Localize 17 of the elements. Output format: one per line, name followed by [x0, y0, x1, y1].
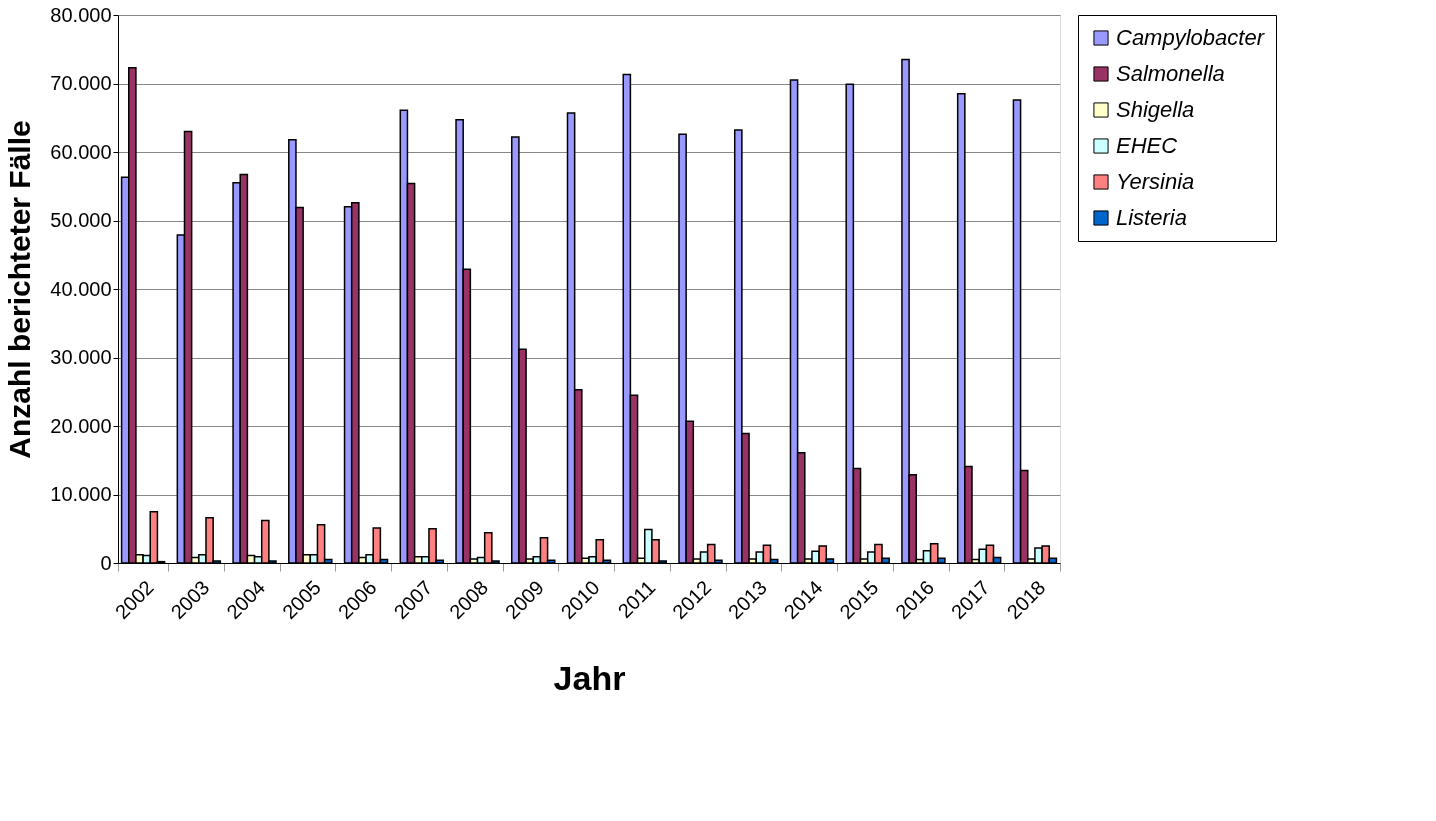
y-tick-label: 40.000 — [50, 277, 112, 300]
y-tick-label: 10.000 — [50, 483, 112, 505]
y-tick-label: 70.000 — [50, 72, 112, 94]
y-tick-label: 50.000 — [50, 209, 112, 231]
y-axis-title: Anzahl berichteter Fälle — [3, 120, 37, 459]
legend-label: Yersinia — [1116, 169, 1195, 194]
y-tick-label: 80.000 — [50, 3, 112, 26]
legend-label: Campylobacter — [1116, 25, 1266, 50]
legend-label: Listeria — [1116, 205, 1187, 230]
legend-label: Shigella — [1116, 97, 1195, 122]
x-axis-title: Jahr — [553, 659, 626, 698]
y-tick-label: 30.000 — [50, 346, 112, 368]
legend-label: EHEC — [1116, 133, 1178, 158]
y-tick-label: 60.000 — [50, 140, 112, 163]
y-tick-label: 20.000 — [50, 414, 112, 437]
y-tick-label: 0 — [100, 551, 112, 574]
legend-label: Salmonella — [1116, 61, 1225, 86]
